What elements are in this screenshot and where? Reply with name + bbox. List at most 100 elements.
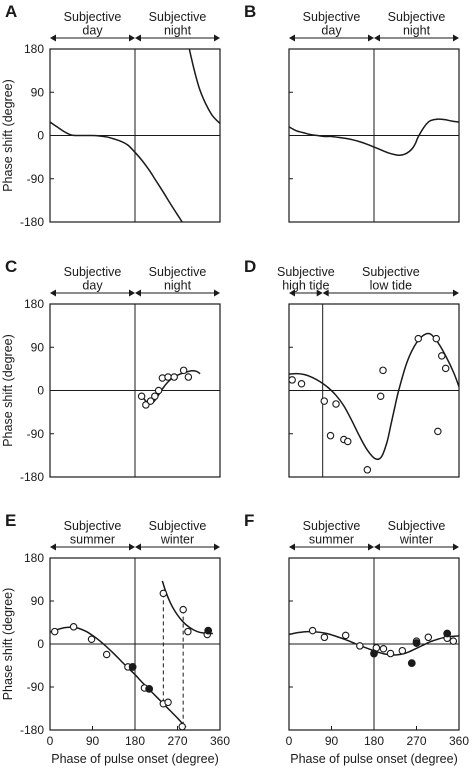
point-open-f-7 [398,646,407,655]
panel-letter-c: C [5,257,17,276]
y-tick-label-a-2: 0 [37,129,44,143]
region-arrow-b-1 [289,34,374,42]
point-open-d-0 [288,376,296,384]
y-tick-label-c-1: 90 [31,340,45,354]
curve-a-0 [50,121,183,222]
point-open-f-0 [308,626,317,635]
point-open-e-11 [184,627,192,636]
point-filled-f-1 [407,659,416,668]
point-open-d-9 [376,392,385,401]
point-open-c-0 [137,392,146,401]
curve-a-1 [188,49,220,125]
point-open-d-4 [332,400,340,408]
y-tick-label-c-4: -180 [20,470,44,484]
region-label-d-2: Subjective low tide [362,265,420,293]
point-open-e-8 [164,698,172,707]
region-arrow-f-1 [289,543,374,551]
point-open-d-10 [414,334,423,343]
point-filled-f-0 [370,649,378,658]
region-arrow-f-2 [374,543,459,551]
x-tick-label-f-3: 270 [406,734,426,748]
point-open-d-6 [344,437,352,446]
point-filled-e-2 [204,626,213,635]
y-axis-title-c: Phase shift (degree) [1,334,15,447]
point-open-e-2 [87,635,96,643]
point-open-f-6 [386,649,395,658]
region-arrow-a-2 [135,34,220,42]
point-open-d-13 [441,364,450,373]
region-label-a-1: Subjective day [64,10,122,38]
point-open-f-2 [341,631,350,640]
region-arrow-c-1 [50,289,135,297]
region-arrow-d-1 [289,289,323,297]
point-open-d-11 [432,334,441,343]
point-open-d-12 [438,352,446,360]
x-tick-label-e-0: 0 [47,734,54,748]
point-open-c-4 [154,386,163,395]
point-filled-e-0 [128,663,137,671]
x-tick-label-e-2: 180 [125,734,145,748]
panel-letter-a: A [5,2,17,21]
point-open-c-3 [151,392,159,401]
point-open-f-5 [379,645,388,653]
region-label-d-1: Subjective high tide [277,265,335,293]
y-tick-label-c-0: 180 [24,297,44,311]
x-axis-title-e: Phase of pulse onset (degree) [51,752,218,766]
y-axis-title-a: Phase shift (degree) [1,79,15,192]
panel-c: Subjective day Subjective night [49,265,221,478]
point-filled-f-3 [443,629,452,638]
y-tick-label-e-3: -90 [27,680,45,694]
point-open-c-7 [170,373,178,381]
region-label-a-2: Subjective night [149,10,207,38]
x-tick-label-f-1: 90 [325,734,339,748]
point-open-f-1 [320,633,329,642]
point-open-d-2 [320,397,329,405]
y-tick-label-a-0: 180 [24,42,44,56]
panel-letter-b: B [244,2,256,21]
panel-b: Subjective day Subjective night [288,10,460,223]
region-label-f-1: Subjective summer [303,519,361,547]
point-open-c-9 [184,373,193,381]
region-label-e-1: Subjective summer [64,519,122,547]
x-axis-title-f: Phase of pulse onset (degree) [290,752,457,766]
panel-letter-d: D [244,257,256,276]
region-arrow-e-2 [135,543,220,551]
point-open-e-1 [69,623,78,631]
y-tick-label-e-1: 90 [31,594,45,608]
panel-letter-f: F [244,511,254,530]
region-label-b-1: Subjective day [303,10,361,38]
curve-d-0 [289,332,459,461]
region-label-f-2: Subjective winter [388,519,446,547]
point-open-e-3 [102,650,111,659]
point-open-c-1 [142,401,150,409]
curve-b-0 [289,118,459,156]
region-arrow-c-2 [135,289,220,297]
x-tick-label-f-2: 180 [364,734,384,748]
y-tick-label-a-4: -180 [20,215,44,229]
region-arrow-b-2 [374,34,459,42]
panel-a: Subjective day Subjective night [49,10,221,223]
point-open-d-3 [326,431,335,440]
point-open-e-10 [179,605,187,614]
panel-d: Subjective high tide Subjective low tide [277,265,460,478]
panel-f: Subjective summer Subjective winter [288,519,460,731]
point-filled-f-2 [412,639,421,647]
point-open-d-8 [379,366,387,375]
region-label-c-2: Subjective night [149,265,207,293]
x-tick-label-e-4: 360 [210,734,230,748]
y-tick-label-e-4: -180 [20,723,44,737]
point-open-f-11 [449,637,458,645]
y-tick-label-a-3: -90 [27,172,45,186]
point-open-f-9 [424,633,433,642]
x-tick-label-f-4: 360 [449,734,469,748]
point-open-c-8 [179,366,188,375]
point-open-c-6 [164,373,172,381]
point-filled-e-1 [145,685,154,693]
point-open-d-1 [297,380,306,388]
point-open-f-3 [356,642,364,650]
x-tick-label-e-3: 270 [167,734,187,748]
y-tick-label-c-2: 0 [37,384,44,398]
y-tick-label-e-0: 180 [24,551,44,565]
y-tick-label-a-1: 90 [31,85,45,99]
